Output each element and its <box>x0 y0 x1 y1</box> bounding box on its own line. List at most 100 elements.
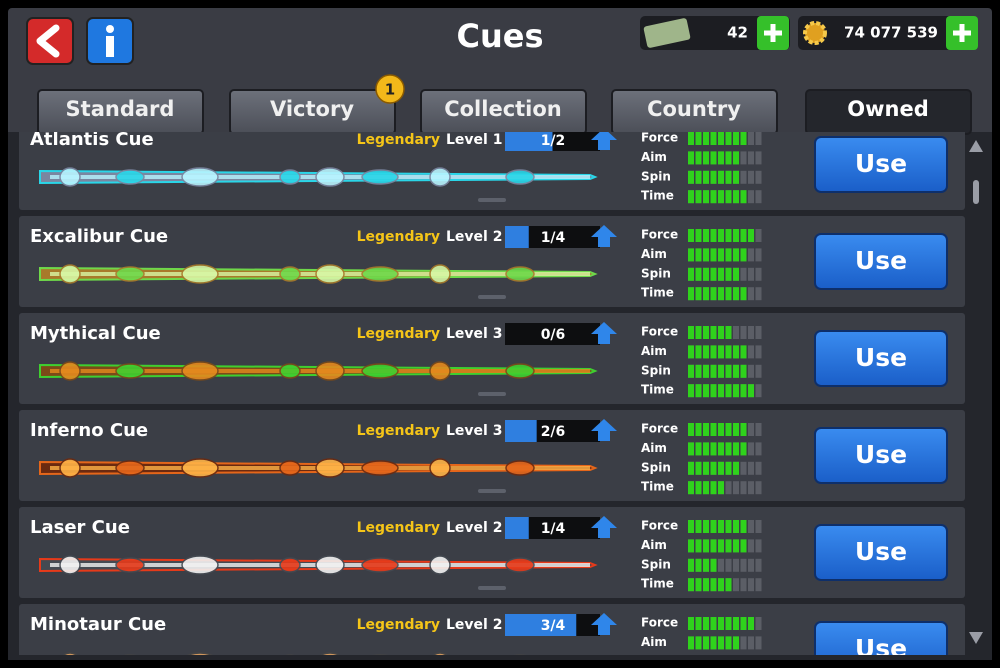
use-button-bg <box>814 621 948 655</box>
stat-segment <box>733 190 739 204</box>
stat-segment <box>725 423 732 436</box>
stat-segment-bg <box>740 578 747 592</box>
cue-ornament <box>319 652 341 655</box>
upgrade-arrow[interactable] <box>591 322 617 344</box>
use-button[interactable]: Use <box>814 330 948 387</box>
stat-segment <box>703 170 709 184</box>
tab[interactable]: Owned <box>805 89 972 135</box>
stat-segment <box>718 364 724 378</box>
use-button[interactable]: Use <box>814 233 948 290</box>
cue-ornament <box>505 460 535 476</box>
cue-glow <box>50 660 590 664</box>
use-button-label: Use <box>855 440 907 469</box>
add-cash-button[interactable] <box>757 16 789 50</box>
tab[interactable]: Victory 1 <box>229 74 405 135</box>
add-coins-button[interactable] <box>946 16 978 50</box>
stat-segment <box>718 151 724 165</box>
scrollbar[interactable] <box>969 140 983 644</box>
rarity: Legendary <box>357 617 440 633</box>
coin-counter: 74 077 539 <box>798 16 978 50</box>
stat-segment-bg <box>748 481 754 495</box>
stat-segment <box>695 248 702 262</box>
stat-segment-bg <box>748 267 754 281</box>
cue-ornament <box>315 458 345 478</box>
info-button[interactable] <box>86 17 134 65</box>
progress-label: 1/2 <box>541 133 566 149</box>
use-button-label: Use <box>855 246 907 275</box>
stat-segment-bg <box>755 132 762 145</box>
upgrade-arrow[interactable] <box>591 225 617 247</box>
progress-fill <box>505 614 577 636</box>
cue-ornament <box>315 361 345 381</box>
stat-segment <box>710 578 717 592</box>
stat-segment-bg <box>748 364 754 378</box>
stat-segment <box>740 364 747 378</box>
stat-segment-bg <box>755 520 762 533</box>
stat-segment <box>703 345 709 359</box>
stat-bar <box>688 170 739 184</box>
stat-segment <box>718 190 724 204</box>
stat-segment <box>725 617 732 630</box>
stat-segment <box>688 442 694 456</box>
cue-name: Laser Cue <box>30 517 130 538</box>
tab-label: Country <box>647 97 741 121</box>
use-button[interactable]: Use <box>814 136 948 193</box>
stat-bar <box>688 539 747 553</box>
cue-ornament <box>279 363 301 379</box>
stat-segment <box>703 461 709 475</box>
stat-segment <box>733 229 739 242</box>
use-button[interactable]: Use <box>814 427 948 484</box>
drag-handle <box>478 295 506 299</box>
stat-segment-bg <box>733 481 739 495</box>
stat-label: Spin <box>641 266 671 280</box>
stat-segment <box>725 132 732 145</box>
cue-ornament <box>429 167 451 187</box>
upgrade-arrow[interactable] <box>591 419 617 441</box>
cue-ornament <box>361 169 399 185</box>
tab-label: Collection <box>444 97 562 121</box>
stat-segment <box>718 520 724 533</box>
tab[interactable]: Collection <box>420 89 587 135</box>
cue-row: Excalibur Cue Legendary Level 2 1/4 Force Aim… <box>19 216 965 307</box>
stat-label: Force <box>641 228 678 242</box>
stat-segment-bg <box>740 151 747 165</box>
tab[interactable]: Standard <box>37 89 204 135</box>
stat-segment-bg <box>755 345 762 359</box>
back-button[interactable] <box>26 17 74 65</box>
cue-ornament <box>315 555 345 575</box>
stat-segment <box>718 539 724 553</box>
drag-handle <box>478 198 506 202</box>
stat-label: Force <box>641 325 678 339</box>
stat-segment <box>688 190 694 204</box>
upgrade-arrow[interactable] <box>591 613 617 635</box>
stat-segment <box>688 364 694 378</box>
tab-label: Owned <box>847 97 928 121</box>
rarity: Legendary <box>357 423 440 439</box>
stat-bar <box>688 287 747 301</box>
tab[interactable]: Country <box>611 89 778 135</box>
stat-segment <box>688 539 694 553</box>
stat-label: Time <box>641 577 674 591</box>
stat-bar <box>688 442 747 456</box>
cue-ornament <box>181 361 219 381</box>
use-button[interactable]: Use <box>814 621 948 668</box>
upgrade-arrow[interactable] <box>591 128 617 150</box>
upgrade-arrow[interactable] <box>591 516 617 538</box>
stat-segment <box>695 578 702 592</box>
stat-label: Force <box>641 131 678 145</box>
stat-bar <box>688 326 732 339</box>
stat-segment <box>688 423 694 436</box>
rarity: Legendary <box>357 326 440 342</box>
stat-segment <box>688 636 694 650</box>
stat-segment <box>740 617 747 630</box>
level: Level 1 <box>446 132 502 148</box>
stat-segment-bg <box>755 578 762 592</box>
stat-bar <box>688 481 724 495</box>
stat-segment <box>718 617 724 630</box>
stat-segment <box>710 345 717 359</box>
use-button[interactable]: Use <box>814 524 948 581</box>
level: Level 2 <box>446 617 502 633</box>
stat-segment-bg <box>748 151 754 165</box>
stat-segment-bg <box>748 190 754 204</box>
stat-label: Aim <box>641 150 667 164</box>
